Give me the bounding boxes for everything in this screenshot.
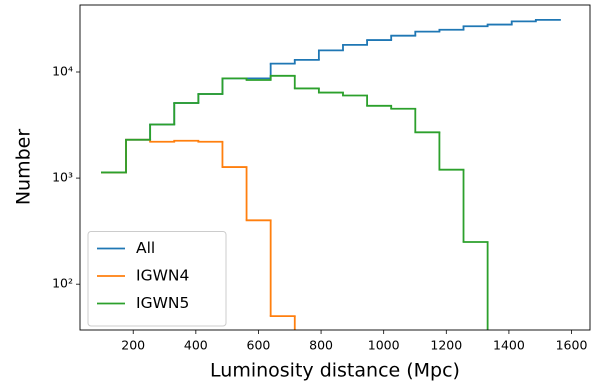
- x-tick-label: 800: [309, 338, 333, 353]
- x-tick-label: 1000: [368, 338, 400, 353]
- x-tick-label: 1200: [430, 338, 462, 353]
- x-axis-label: Luminosity distance (Mpc): [210, 360, 460, 382]
- x-tick-label: 400: [184, 338, 208, 353]
- x-tick-label: 200: [121, 338, 145, 353]
- legend-label: IGWN5: [136, 294, 189, 312]
- legend-label: All: [136, 239, 155, 257]
- legend-box: [87, 231, 227, 327]
- y-tick-label: 10³: [52, 170, 73, 185]
- x-tick-label: 1600: [556, 338, 588, 353]
- y-axis-label: Number: [13, 129, 35, 206]
- legend-label: IGWN4: [136, 267, 189, 285]
- plot-area: [101, 18, 561, 330]
- y-tick-label: 10²: [52, 276, 73, 291]
- y-tick-label: 10⁴: [52, 63, 73, 78]
- x-tick-label: 1400: [493, 338, 525, 353]
- plot-frame: [79, 4, 591, 331]
- x-tick-label: 600: [247, 338, 271, 353]
